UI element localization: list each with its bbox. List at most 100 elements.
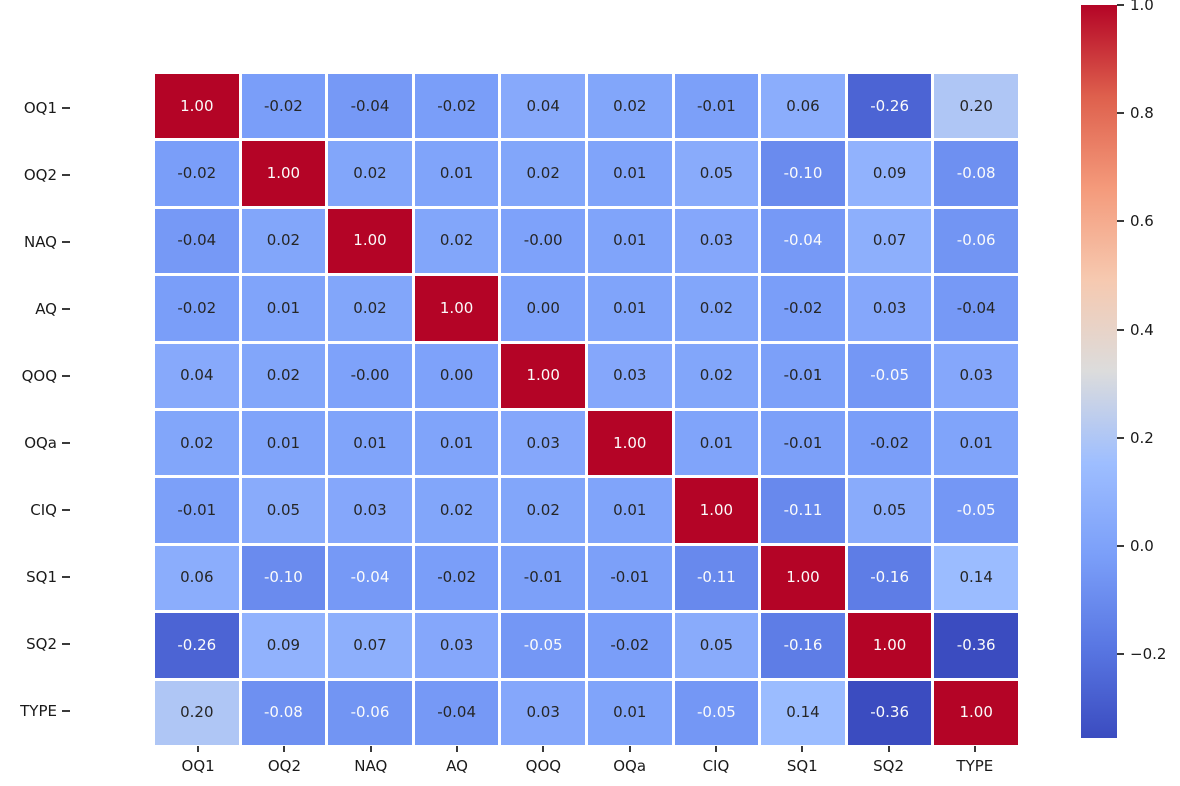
heatmap-cell: 0.01 — [587, 208, 672, 274]
heatmap-cell: 0.04 — [501, 74, 585, 139]
y-tick-label: OQa — [24, 434, 57, 453]
x-tick-label: QOQ — [525, 757, 562, 775]
heatmap-cell: -0.16 — [761, 613, 845, 678]
heatmap-cell: 0.01 — [587, 680, 672, 745]
heatmap-cell: -0.26 — [155, 613, 239, 678]
heatmap-cell: -0.04 — [328, 545, 412, 611]
heatmap-cell: 0.09 — [847, 141, 932, 206]
heatmap-cell: -0.00 — [501, 208, 585, 274]
y-tick-label: CIQ — [30, 501, 57, 520]
x-tick-label: OQa — [613, 757, 647, 775]
heatmap-cell: 0.03 — [934, 343, 1018, 408]
x-tick-mark — [628, 746, 631, 752]
heatmap-cell: 0.02 — [155, 411, 239, 476]
heatmap-cell: -0.04 — [934, 276, 1018, 341]
heatmap-cell: 0.06 — [155, 545, 239, 611]
heatmap-cell: 0.05 — [847, 478, 932, 543]
heatmap-cell: 1.00 — [674, 478, 759, 543]
y-tick-label: AQ — [35, 299, 57, 318]
colorbar-tick-mark — [1117, 653, 1124, 656]
colorbar-tick-label: 0.4 — [1130, 320, 1154, 339]
x-tick-label: OQ1 — [181, 757, 215, 775]
y-tick-mark — [62, 710, 70, 713]
y-tick-label: SQ2 — [26, 635, 57, 654]
heatmap-cell: 0.05 — [674, 613, 759, 678]
x-tick-mark — [456, 746, 459, 752]
x-tick-mark — [714, 746, 717, 752]
colorbar-tick-label: 0.2 — [1130, 428, 1154, 447]
x-tick-label: NAQ — [354, 757, 388, 775]
heatmap-cell: 0.03 — [587, 343, 672, 408]
colorbar — [1081, 5, 1117, 738]
x-tick-mark — [887, 746, 890, 752]
heatmap-cell: -0.36 — [934, 613, 1018, 678]
colorbar-tick-mark — [1117, 544, 1124, 547]
heatmap-cell: 0.01 — [414, 411, 499, 476]
heatmap-cell: -0.06 — [934, 208, 1018, 274]
heatmap-cell: 1.00 — [761, 545, 845, 611]
heatmap-cell: 0.03 — [501, 411, 585, 476]
x-tick-label: SQ2 — [873, 757, 904, 775]
heatmap-cell: 1.00 — [328, 208, 412, 274]
y-tick-mark — [62, 173, 70, 176]
heatmap-cell: 0.02 — [328, 276, 412, 341]
y-tick-mark — [62, 509, 70, 512]
heatmap-cell: -0.05 — [847, 343, 932, 408]
heatmap-cell: 0.02 — [587, 74, 672, 139]
y-tick-mark — [62, 240, 70, 243]
x-tick-label: SQ1 — [786, 757, 818, 775]
y-tick-label: OQ1 — [23, 98, 57, 117]
heatmap-cell: -0.06 — [328, 680, 412, 745]
heatmap-cell: -0.04 — [761, 208, 845, 274]
heatmap-cell: 0.04 — [155, 343, 239, 408]
heatmap-cell: -0.10 — [241, 545, 326, 611]
colorbar-tick-label: 1.0 — [1130, 0, 1154, 14]
y-tick-mark — [62, 106, 70, 109]
heatmap-cell: 1.00 — [241, 141, 326, 206]
heatmap-cell: -0.00 — [328, 343, 412, 408]
x-tick-label: AQ — [446, 757, 468, 775]
y-tick-mark — [62, 374, 70, 377]
heatmap-cell: 0.02 — [674, 343, 759, 408]
heatmap-cell: 0.07 — [847, 208, 932, 274]
heatmap-cell: 0.14 — [934, 545, 1018, 611]
heatmap-cell: -0.26 — [847, 74, 932, 139]
heatmap-cell: -0.11 — [761, 478, 845, 543]
heatmap-cell: 0.01 — [587, 141, 672, 206]
heatmap-cell: -0.04 — [155, 208, 239, 274]
colorbar-tick-mark — [1117, 436, 1124, 439]
x-tick-mark — [283, 746, 286, 752]
heatmap-grid: 1.00 -0.02 -0.04 -0.02 0.04 0.02 -0.01 0.06 -0.2… — [155, 74, 1018, 745]
x-tick-label: CIQ — [702, 757, 730, 775]
heatmap-cell: 0.02 — [241, 208, 326, 274]
x-tick-label: OQ2 — [267, 757, 302, 775]
colorbar-tick-label: −0.2 — [1130, 645, 1167, 664]
heatmap-cell: 0.09 — [241, 613, 326, 678]
heatmap-cell: 0.07 — [328, 613, 412, 678]
x-tick-mark — [542, 746, 545, 752]
x-tick-mark — [197, 746, 200, 752]
heatmap-cell: 0.20 — [934, 74, 1018, 139]
heatmap-cell: 0.00 — [501, 276, 585, 341]
heatmap-cell: -0.04 — [414, 680, 499, 745]
y-tick-label: OQ2 — [23, 165, 57, 184]
x-tick-mark — [369, 746, 372, 752]
heatmap-cell: -0.01 — [587, 545, 672, 611]
heatmap-cell: -0.36 — [847, 680, 932, 745]
colorbar-tick-label: 0.6 — [1130, 212, 1154, 231]
heatmap-cell: -0.02 — [155, 276, 239, 341]
heatmap-cell: 0.02 — [414, 208, 499, 274]
y-tick-label: NAQ — [23, 232, 57, 251]
heatmap-cell: 0.02 — [501, 478, 585, 543]
heatmap-cell: 0.01 — [241, 411, 326, 476]
heatmap-cell: 1.00 — [155, 74, 239, 139]
heatmap-cell: 0.01 — [587, 276, 672, 341]
heatmap-cell: 1.00 — [934, 680, 1018, 745]
heatmap-cell: 0.02 — [674, 276, 759, 341]
heatmap-cell: -0.01 — [761, 343, 845, 408]
y-tick-label: QOQ — [21, 366, 57, 385]
heatmap-cell: -0.08 — [241, 680, 326, 745]
heatmap-cell: 0.00 — [414, 343, 499, 408]
heatmap-cell: 0.01 — [241, 276, 326, 341]
heatmap-cell: 0.02 — [241, 343, 326, 408]
